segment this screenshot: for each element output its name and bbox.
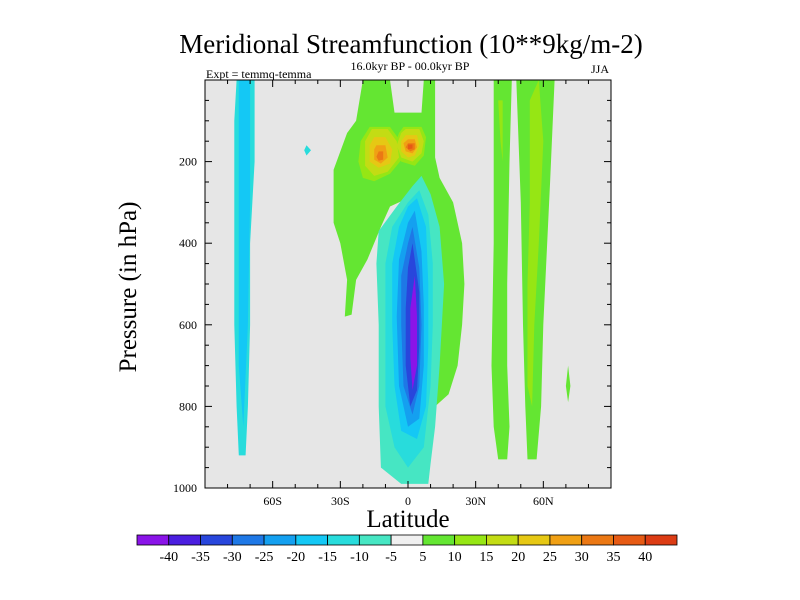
x-tick-label: 30N xyxy=(465,494,486,508)
colorbar-swatch xyxy=(613,534,646,546)
colorbar-swatch xyxy=(168,534,201,546)
colorbar-swatch xyxy=(136,534,170,546)
x-tick-label: 30S xyxy=(331,494,350,508)
colorbar-label: -40 xyxy=(159,550,178,565)
x-tick-label: 60N xyxy=(533,494,554,508)
chart-title: Meridional Streamfunction (10**9kg/m-2) xyxy=(179,29,642,59)
contour-region-26 xyxy=(408,144,413,150)
colorbar-label: 25 xyxy=(543,550,557,565)
colorbar-label: -35 xyxy=(191,550,210,565)
colorbar-swatch xyxy=(200,534,233,546)
y-tick-label: 400 xyxy=(179,236,197,250)
colorbar-label: 10 xyxy=(448,550,462,565)
contour-region-1 xyxy=(238,80,251,427)
colorbar-swatch xyxy=(390,534,424,546)
colorbar-swatch xyxy=(517,534,551,546)
left-subtitle: Expt = temmq-temma xyxy=(206,67,312,81)
contour-region-24 xyxy=(376,151,384,161)
y-tick-label: 600 xyxy=(179,318,197,332)
y-tick-label: 200 xyxy=(179,155,197,169)
colorbar-label: 30 xyxy=(575,550,589,565)
contour-region-2 xyxy=(304,145,311,156)
colorbar-label: 40 xyxy=(638,550,652,565)
x-tick-label: 0 xyxy=(405,494,411,508)
right-subtitle: JJA xyxy=(591,62,609,76)
colorbar-label: -15 xyxy=(318,550,337,565)
contour-region-14 xyxy=(498,100,503,162)
contour-region-13 xyxy=(527,80,544,407)
colorbar-label: -10 xyxy=(350,550,369,565)
colorbar-swatch xyxy=(295,534,328,546)
colorbar-swatch xyxy=(644,534,678,546)
colorbar-swatch xyxy=(327,534,360,546)
colorbar-label: -25 xyxy=(255,550,274,565)
colorbar-swatch xyxy=(454,534,487,546)
colorbar-swatch xyxy=(231,534,265,546)
contour-region-15 xyxy=(565,365,571,403)
y-tick-label: 800 xyxy=(179,399,197,413)
contour-region-11 xyxy=(491,80,512,460)
x-axis-label: Latitude xyxy=(366,506,449,533)
colorbar-label: 20 xyxy=(511,550,525,565)
colorbar-label: -30 xyxy=(223,550,242,565)
colorbar-swatch xyxy=(422,534,456,546)
x-tick-label: 60S xyxy=(263,494,282,508)
colorbar-label: 15 xyxy=(479,550,493,565)
contour-fills xyxy=(234,80,571,484)
colorbar-label: -5 xyxy=(385,550,397,565)
colorbar-swatch xyxy=(549,534,583,546)
colorbar-label: 35 xyxy=(607,550,621,565)
colorbar-swatch xyxy=(486,534,519,546)
colorbar-label: -20 xyxy=(286,550,305,565)
colorbar-swatch xyxy=(358,534,392,546)
y-axis-label: Pressure (in hPa) xyxy=(115,202,142,373)
contour-region-10 xyxy=(410,275,417,391)
colorbar: -40 -35 -30 -25 -20 -15 -10 -5 5 10 15 20 25 30 35 40 xyxy=(136,534,678,565)
center-subtitle: 16.0kyr BP - 00.0kyr BP xyxy=(351,59,470,73)
axis-ticks: 60S 30S 0 30N 60N 200 400 600 800 1000 xyxy=(173,80,611,508)
colorbar-swatch xyxy=(263,534,297,546)
colorbar-label: 5 xyxy=(419,550,426,565)
colorbar-swatch xyxy=(581,534,614,546)
y-tick-label: 1000 xyxy=(173,481,197,495)
